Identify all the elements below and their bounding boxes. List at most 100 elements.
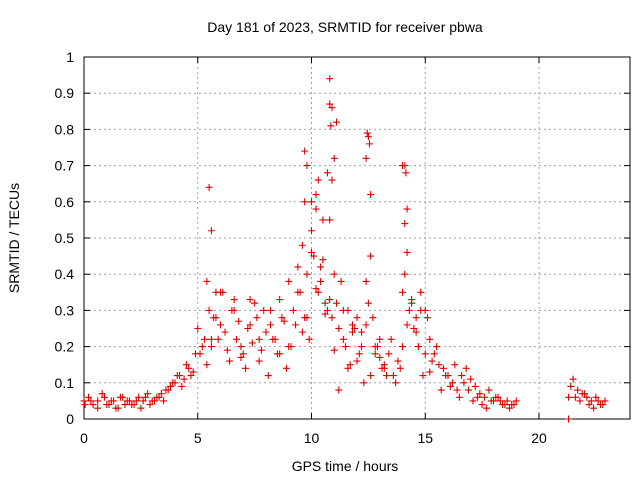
data-point bbox=[123, 397, 131, 405]
y-tick-label: 0.5 bbox=[55, 230, 75, 246]
data-point bbox=[417, 288, 425, 296]
data-point bbox=[326, 296, 334, 304]
data-point bbox=[253, 314, 261, 322]
data-point bbox=[335, 325, 343, 332]
data-point bbox=[339, 306, 347, 314]
data-point bbox=[298, 328, 306, 336]
data-point bbox=[285, 277, 293, 285]
data-point bbox=[276, 350, 284, 358]
data-point bbox=[565, 415, 573, 423]
data-point bbox=[221, 328, 229, 336]
data-point bbox=[203, 277, 211, 285]
data-point bbox=[237, 343, 245, 351]
data-point bbox=[314, 176, 322, 184]
data-point bbox=[505, 404, 513, 412]
data-point bbox=[323, 306, 331, 314]
data-point bbox=[401, 220, 409, 228]
data-point bbox=[317, 263, 325, 271]
data-point bbox=[139, 397, 147, 405]
data-point bbox=[226, 357, 234, 365]
data-point bbox=[128, 401, 136, 409]
data-point bbox=[223, 346, 231, 354]
data-point bbox=[401, 162, 409, 170]
data-point bbox=[599, 401, 607, 409]
data-point bbox=[94, 404, 102, 412]
data-point bbox=[576, 397, 584, 405]
data-point bbox=[328, 314, 336, 322]
data-point bbox=[387, 335, 395, 343]
data-point bbox=[298, 241, 306, 249]
data-point bbox=[383, 372, 391, 380]
data-point bbox=[87, 397, 95, 405]
data-point bbox=[571, 393, 579, 401]
data-point bbox=[471, 382, 479, 390]
data-point bbox=[337, 277, 345, 285]
data-point bbox=[455, 393, 463, 401]
data-point bbox=[342, 343, 350, 351]
data-point bbox=[426, 368, 434, 376]
data-point bbox=[492, 393, 500, 401]
data-point bbox=[394, 357, 402, 365]
data-point bbox=[201, 335, 209, 343]
data-point bbox=[396, 364, 404, 372]
data-point bbox=[144, 390, 152, 398]
data-point bbox=[178, 382, 186, 390]
data-point bbox=[358, 328, 366, 336]
data-point bbox=[326, 216, 334, 224]
data-point bbox=[303, 162, 311, 170]
data-point bbox=[335, 386, 343, 394]
data-point bbox=[565, 393, 573, 401]
data-point bbox=[319, 256, 327, 264]
data-point bbox=[301, 147, 309, 155]
x-tick-label: 20 bbox=[531, 430, 547, 446]
data-point bbox=[402, 169, 410, 177]
data-point bbox=[146, 401, 154, 409]
data-point bbox=[114, 404, 122, 412]
y-tick-label: 0.3 bbox=[55, 302, 75, 318]
data-point bbox=[373, 343, 381, 351]
x-axis-label: GPS time / hours bbox=[292, 458, 399, 474]
data-point bbox=[333, 299, 341, 307]
grid-lines bbox=[84, 57, 630, 419]
data-point bbox=[121, 401, 129, 409]
data-point bbox=[308, 198, 315, 206]
data-point bbox=[371, 350, 379, 358]
data-point bbox=[169, 379, 177, 387]
data-point bbox=[364, 133, 372, 141]
data-point bbox=[358, 343, 366, 351]
data-point bbox=[590, 404, 598, 412]
data-point bbox=[294, 263, 302, 271]
data-point bbox=[364, 299, 372, 307]
data-point bbox=[333, 118, 341, 126]
data-point bbox=[410, 325, 418, 332]
data-point bbox=[399, 343, 406, 351]
data-point bbox=[326, 75, 334, 83]
data-point bbox=[321, 310, 329, 318]
data-point bbox=[496, 397, 504, 405]
data-point bbox=[180, 375, 188, 383]
data-point bbox=[458, 372, 466, 380]
data-point bbox=[269, 335, 277, 343]
data-point bbox=[203, 361, 211, 369]
data-point bbox=[408, 296, 416, 304]
data-point bbox=[467, 375, 475, 383]
data-point bbox=[362, 321, 370, 329]
data-point bbox=[339, 335, 347, 343]
data-point bbox=[119, 393, 127, 401]
data-point bbox=[439, 364, 447, 372]
data-point bbox=[430, 350, 438, 358]
y-tick-label: 0.8 bbox=[55, 121, 75, 137]
data-point bbox=[267, 321, 275, 329]
data-point bbox=[312, 205, 320, 213]
data-point bbox=[289, 306, 297, 314]
data-point bbox=[173, 372, 181, 380]
data-point bbox=[237, 353, 245, 361]
data-point bbox=[348, 321, 356, 329]
data-point bbox=[187, 372, 195, 380]
data-point bbox=[292, 321, 300, 329]
data-point bbox=[251, 299, 259, 307]
data-point bbox=[303, 314, 311, 322]
data-point bbox=[501, 401, 509, 409]
data-point bbox=[191, 350, 199, 358]
